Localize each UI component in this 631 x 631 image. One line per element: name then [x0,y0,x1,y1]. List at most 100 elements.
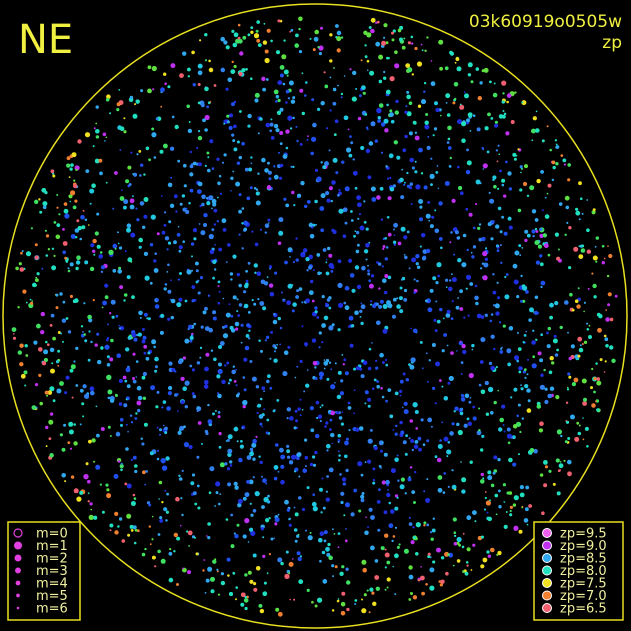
star [193,322,196,326]
star [262,87,266,92]
star [225,261,228,263]
star [251,376,257,382]
star [542,233,547,238]
star [495,149,499,152]
star [205,578,210,583]
star [288,572,291,575]
star [15,266,19,271]
star [499,350,504,354]
star [332,101,337,106]
star [312,361,318,366]
star [312,299,315,303]
star [236,310,239,313]
star [426,145,431,150]
star [75,236,78,239]
star [31,405,37,410]
star [389,109,393,113]
star [298,496,302,500]
star [47,390,53,395]
star [268,265,273,269]
star [411,42,414,45]
star [459,103,462,106]
star [248,329,251,332]
star [519,485,525,490]
star [262,591,268,596]
star [470,80,474,84]
star [261,425,264,428]
star [47,343,50,347]
star [126,275,131,280]
star [127,430,129,433]
star [247,113,252,119]
star [304,94,307,97]
star [288,460,294,465]
star [246,455,252,460]
star [412,526,415,529]
star [415,184,421,190]
star [123,299,126,302]
star [362,91,366,95]
star [521,101,524,104]
star [385,479,390,485]
star [478,237,483,242]
star [207,536,211,540]
star [443,436,449,442]
star [332,229,337,235]
star [415,552,419,556]
star [180,524,182,527]
star [326,377,330,381]
star [295,419,298,423]
star [232,42,238,48]
star [242,376,246,379]
star [521,100,527,106]
zp-label: zp=7.0 [560,589,607,604]
star [259,397,263,401]
star [588,324,591,327]
star [283,39,286,42]
star [380,151,384,154]
star [520,384,522,386]
star [363,593,367,597]
star [189,188,194,193]
star [355,249,360,254]
star [359,309,363,313]
star [64,213,70,219]
star [522,341,525,344]
star [454,97,457,101]
star [574,436,580,442]
star [182,240,185,243]
star [192,83,196,87]
star [383,452,388,457]
star [311,600,314,604]
star [370,17,376,23]
star [246,323,251,328]
star [191,50,195,55]
star [48,419,54,425]
star [67,441,71,444]
star [489,319,493,323]
star [501,404,506,409]
star [104,140,106,142]
star [394,50,398,54]
star [340,379,344,383]
star [140,89,144,93]
star [593,377,597,381]
star [404,110,408,114]
star [294,43,300,48]
star [176,583,179,586]
star [35,276,37,279]
star [276,343,278,346]
star [423,490,426,493]
star [317,414,323,419]
star [478,407,481,410]
star [549,148,552,152]
star [316,176,322,182]
star [394,63,400,69]
star [385,363,389,367]
star [22,289,27,294]
star [79,388,84,393]
star [23,370,28,375]
star [304,455,309,460]
star [605,344,609,348]
star [269,291,275,297]
